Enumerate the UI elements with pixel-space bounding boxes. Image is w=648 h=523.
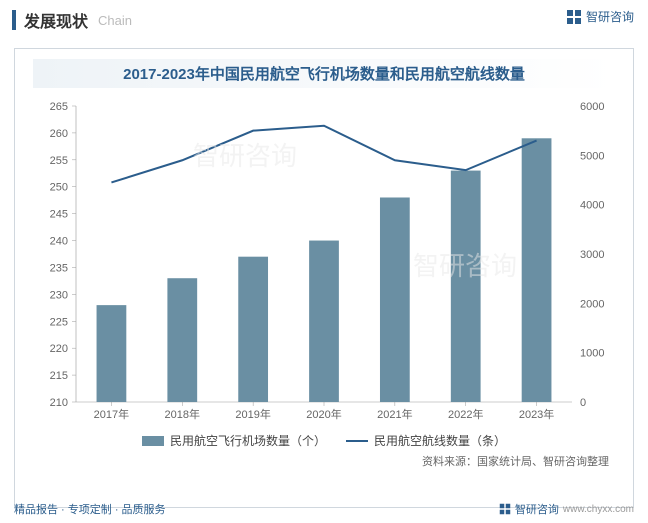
source-text: 资料来源：国家统计局、智研咨询整理 bbox=[33, 453, 615, 469]
legend: 民用航空飞行机场数量（个） 民用航空航线数量（条） bbox=[33, 432, 615, 449]
legend-line-swatch bbox=[346, 440, 368, 442]
plot-area: 智研咨询 智研咨询 210215220225230235240245250255… bbox=[33, 96, 615, 426]
bar bbox=[451, 171, 481, 402]
svg-text:2018年: 2018年 bbox=[165, 407, 200, 421]
svg-text:5000: 5000 bbox=[580, 150, 604, 162]
legend-line-label: 民用航空航线数量（条） bbox=[374, 432, 506, 449]
svg-text:2019年: 2019年 bbox=[235, 407, 270, 421]
bar bbox=[309, 241, 339, 402]
legend-line-item: 民用航空航线数量（条） bbox=[346, 432, 506, 449]
svg-text:2022年: 2022年 bbox=[448, 407, 483, 421]
header-bar-row: 发展现状 Chain bbox=[0, 0, 648, 36]
svg-text:6000: 6000 bbox=[580, 101, 604, 113]
chart-title: 2017-2023年中国民用航空飞行机场数量和民用航空航线数量 bbox=[33, 59, 615, 88]
svg-text:1000: 1000 bbox=[580, 348, 604, 360]
header-subtitle: Chain bbox=[98, 13, 132, 28]
svg-text:2021年: 2021年 bbox=[377, 407, 412, 421]
legend-bar-item: 民用航空飞行机场数量（个） bbox=[142, 432, 326, 449]
bar bbox=[97, 305, 127, 402]
footer-right-text: 智研咨询 bbox=[515, 501, 559, 517]
svg-text:230: 230 bbox=[50, 289, 68, 301]
legend-bar-label: 民用航空飞行机场数量（个） bbox=[170, 432, 326, 449]
svg-text:250: 250 bbox=[50, 182, 68, 194]
bar bbox=[380, 197, 410, 402]
bar bbox=[238, 257, 268, 402]
bar bbox=[522, 138, 552, 402]
svg-text:2000: 2000 bbox=[580, 298, 604, 310]
svg-text:210: 210 bbox=[50, 397, 68, 409]
svg-text:220: 220 bbox=[50, 343, 68, 355]
svg-text:4000: 4000 bbox=[580, 200, 604, 212]
footer-right-url: www.chyxx.com bbox=[563, 504, 634, 515]
svg-text:2023年: 2023年 bbox=[519, 407, 554, 421]
svg-text:0: 0 bbox=[580, 397, 586, 409]
footer-right: 智研咨询 www.chyxx.com bbox=[499, 501, 634, 517]
chart-container: 2017-2023年中国民用航空飞行机场数量和民用航空航线数量 智研咨询 智研咨… bbox=[14, 48, 634, 508]
footer-logo-icon bbox=[499, 503, 511, 515]
svg-text:3000: 3000 bbox=[580, 249, 604, 261]
logo-icon bbox=[566, 9, 582, 25]
svg-text:2020年: 2020年 bbox=[306, 407, 341, 421]
svg-text:245: 245 bbox=[50, 209, 68, 221]
svg-text:2017年: 2017年 bbox=[94, 407, 129, 421]
bar bbox=[167, 278, 197, 402]
footer-left: 精品报告 · 专项定制 · 品质服务 bbox=[14, 501, 166, 517]
svg-text:260: 260 bbox=[50, 128, 68, 140]
svg-text:265: 265 bbox=[50, 101, 68, 113]
header-accent-bar bbox=[12, 10, 16, 30]
top-logo: 智研咨询 bbox=[566, 8, 634, 25]
plot-svg: 210 215 220 225 230 235 240 245 250 255 260 265 0 100… bbox=[33, 96, 615, 426]
legend-bar-swatch bbox=[142, 436, 164, 446]
svg-text:225: 225 bbox=[50, 316, 68, 328]
svg-text:235: 235 bbox=[50, 262, 68, 274]
svg-text:215: 215 bbox=[50, 370, 68, 382]
svg-text:255: 255 bbox=[50, 155, 68, 167]
header-title: 发展现状 bbox=[24, 8, 88, 32]
svg-text:240: 240 bbox=[50, 236, 68, 248]
top-logo-text: 智研咨询 bbox=[586, 8, 634, 25]
